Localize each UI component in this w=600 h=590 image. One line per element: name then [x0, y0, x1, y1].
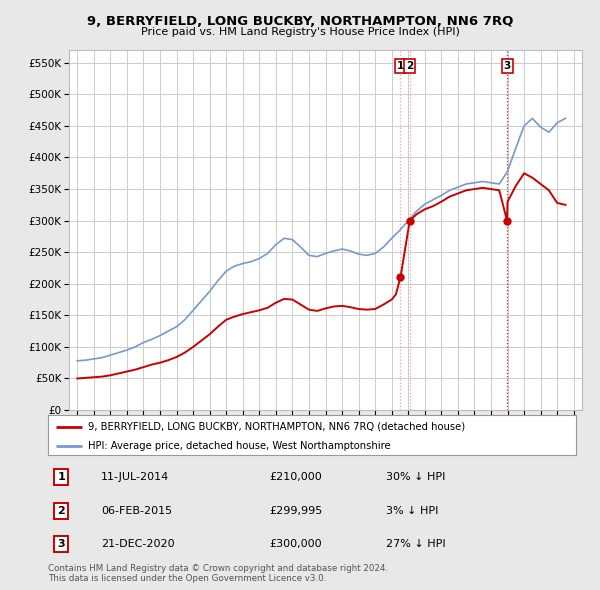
Text: £299,995: £299,995: [270, 506, 323, 516]
Text: 21-DEC-2020: 21-DEC-2020: [101, 539, 175, 549]
Point: [395, 273, 405, 282]
Point: [405, 216, 415, 225]
Text: 2: 2: [406, 61, 413, 71]
Text: 3: 3: [503, 61, 511, 71]
Text: 06-FEB-2015: 06-FEB-2015: [101, 506, 172, 516]
Text: Price paid vs. HM Land Registry's House Price Index (HPI): Price paid vs. HM Land Registry's House …: [140, 27, 460, 37]
Text: 11-JUL-2014: 11-JUL-2014: [101, 472, 169, 482]
Text: £210,000: £210,000: [270, 472, 323, 482]
Text: 1: 1: [58, 472, 65, 482]
Text: 9, BERRYFIELD, LONG BUCKBY, NORTHAMPTON, NN6 7RQ: 9, BERRYFIELD, LONG BUCKBY, NORTHAMPTON,…: [87, 15, 513, 28]
Text: 30% ↓ HPI: 30% ↓ HPI: [386, 472, 445, 482]
Text: 9, BERRYFIELD, LONG BUCKBY, NORTHAMPTON, NN6 7RQ (detached house): 9, BERRYFIELD, LONG BUCKBY, NORTHAMPTON,…: [88, 422, 465, 432]
Text: 3% ↓ HPI: 3% ↓ HPI: [386, 506, 438, 516]
Text: 27% ↓ HPI: 27% ↓ HPI: [386, 539, 446, 549]
Text: Contains HM Land Registry data © Crown copyright and database right 2024.
This d: Contains HM Land Registry data © Crown c…: [48, 564, 388, 584]
Text: 1: 1: [397, 61, 404, 71]
Text: £300,000: £300,000: [270, 539, 322, 549]
Text: 2: 2: [58, 506, 65, 516]
Point: [502, 216, 512, 225]
Text: 3: 3: [58, 539, 65, 549]
Text: HPI: Average price, detached house, West Northamptonshire: HPI: Average price, detached house, West…: [88, 441, 390, 451]
